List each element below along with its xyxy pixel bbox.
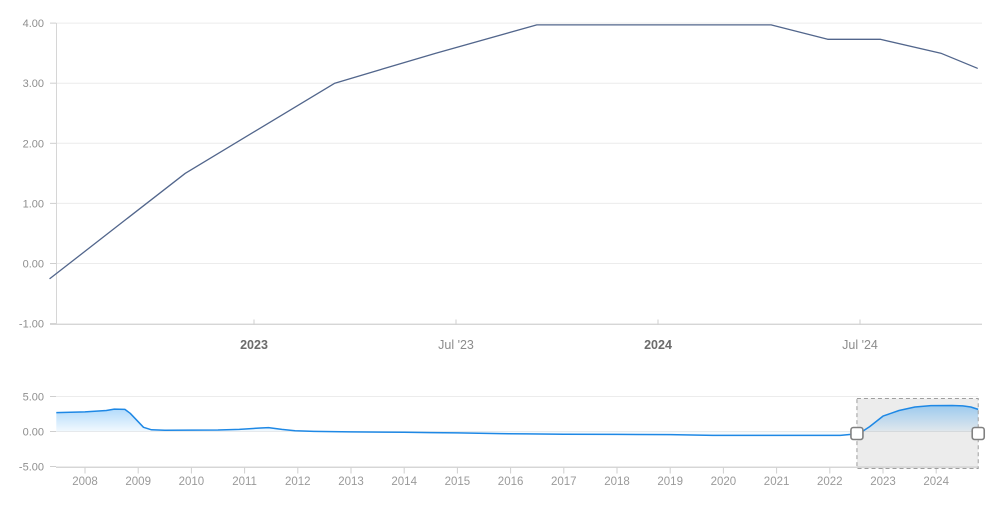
- main-y-tick-label: 0.00: [23, 259, 44, 271]
- nav-y-tick-label: 0.00: [23, 427, 44, 439]
- nav-x-tick-label: 2009: [125, 476, 151, 488]
- nav-x-tick-label: 2020: [711, 476, 737, 488]
- main-y-tick-label: 1.00: [23, 198, 44, 210]
- nav-x-tick-label: 2012: [285, 476, 311, 488]
- main-x-tick-label: Jul '24: [842, 338, 878, 352]
- main-y-tick-label: 2.00: [23, 138, 44, 150]
- nav-x-tick-label: 2021: [764, 476, 790, 488]
- main-y-tick-label: 4.00: [23, 18, 44, 30]
- nav-y-tick-label: -5.00: [19, 462, 44, 474]
- nav-x-tick-label: 2019: [657, 476, 683, 488]
- navigator-handle-left[interactable]: [850, 426, 864, 441]
- nav-x-tick-label: 2017: [551, 476, 577, 488]
- main-plot-area[interactable]: [56, 10, 982, 325]
- nav-x-tick-label: 2013: [338, 476, 364, 488]
- main-series-line: [49, 24, 978, 280]
- nav-y-tick-label: 5.00: [23, 392, 44, 404]
- nav-x-tick-label: 2023: [870, 476, 896, 488]
- main-y-tick-label: -1.00: [19, 319, 44, 331]
- nav-x-tick-label: 2016: [498, 476, 524, 488]
- nav-series-area: [56, 405, 979, 436]
- main-x-tick-label: Jul '23: [438, 338, 474, 352]
- main-y-tick-label: 3.00: [23, 78, 44, 90]
- nav-x-tick-label: 2015: [445, 476, 471, 488]
- nav-series-line: [56, 404, 979, 437]
- main-x-tick-label: 2023: [240, 338, 268, 352]
- nav-x-tick-label: 2011: [232, 476, 257, 488]
- navigator-handle-right[interactable]: [971, 426, 986, 441]
- nav-x-tick-label: 2024: [923, 476, 949, 488]
- main-chart: 4.00 3.00 2.00 1.00 0.00 -1.00 2023 Jul '23 2024…: [19, 10, 982, 352]
- navigator-chart: 5.00 0.00 -5.00 2008 2009 2010 2011 2012 2013 201…: [19, 392, 986, 488]
- nav-x-tick-label: 2018: [604, 476, 630, 488]
- main-x-tick-label: 2024: [644, 338, 672, 352]
- nav-x-tick-label: 2014: [391, 476, 417, 488]
- nav-x-tick-label: 2022: [817, 476, 843, 488]
- nav-x-tick-label: 2010: [179, 476, 205, 488]
- nav-x-tick-label: 2008: [72, 476, 98, 488]
